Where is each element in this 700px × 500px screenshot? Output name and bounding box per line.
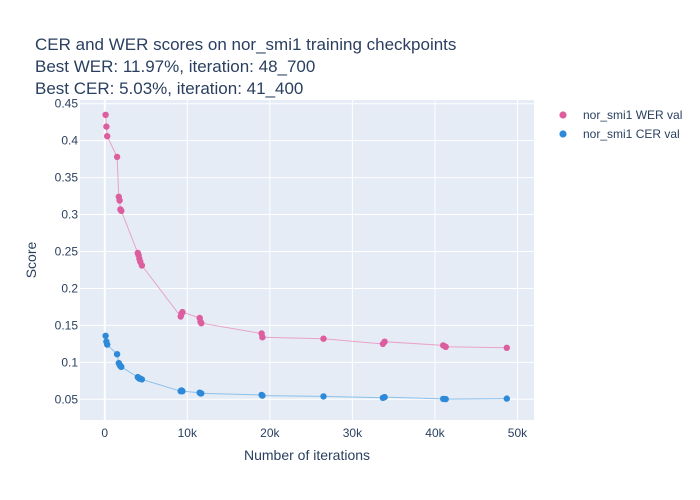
data-point-series-0[interactable] bbox=[104, 133, 111, 140]
legend-label-wer: nor_smi1 WER val bbox=[583, 108, 682, 122]
x-tick-label: 30k bbox=[343, 426, 363, 440]
y-tick-label: 0.3 bbox=[61, 208, 78, 222]
y-tick-label: 0.2 bbox=[61, 281, 78, 295]
x-tick-label: 0 bbox=[101, 426, 108, 440]
data-point-series-1[interactable] bbox=[113, 351, 121, 358]
data-point-series-1[interactable] bbox=[179, 388, 186, 395]
title-line-1: CER and WER scores on nor_smi1 training … bbox=[35, 35, 456, 54]
series-layer bbox=[102, 111, 510, 403]
data-point-series-0[interactable] bbox=[320, 335, 327, 342]
data-point-series-1[interactable] bbox=[259, 392, 266, 399]
data-point-series-1[interactable] bbox=[442, 395, 449, 403]
data-point-series-0[interactable] bbox=[198, 320, 205, 327]
data-point-series-0[interactable] bbox=[102, 111, 109, 119]
data-point-series-0[interactable] bbox=[179, 308, 186, 316]
y-tick-label: 0.45 bbox=[55, 97, 79, 111]
x-tick-label: 20k bbox=[260, 426, 280, 440]
y-tick-label: 0.35 bbox=[55, 171, 79, 185]
y-tick-label: 0.25 bbox=[55, 245, 79, 259]
legend[interactable]: nor_smi1 WER val nor_smi1 CER val bbox=[559, 108, 682, 141]
data-point-series-0[interactable] bbox=[259, 334, 266, 341]
x-axis-title: Number of iterations bbox=[244, 447, 370, 463]
chart-title: CER and WER scores on nor_smi1 training … bbox=[35, 35, 456, 98]
plot-area bbox=[80, 100, 534, 420]
y-tick-label: 0.05 bbox=[55, 392, 79, 406]
data-point-series-1[interactable] bbox=[104, 341, 111, 348]
title-line-3: Best CER: 5.03%, iteration: 41_400 bbox=[35, 79, 303, 98]
data-point-series-1[interactable] bbox=[320, 393, 327, 400]
x-tick-label: 10k bbox=[178, 426, 198, 440]
data-point-series-0[interactable] bbox=[103, 123, 110, 130]
data-point-series-0[interactable] bbox=[118, 207, 125, 215]
y-axis-ticks: 0.05 0.1 0.15 0.2 0.25 0.3 0.35 0.4 0.45 bbox=[55, 97, 79, 407]
y-tick-label: 0.15 bbox=[55, 318, 79, 332]
data-point-series-0[interactable] bbox=[138, 262, 146, 269]
legend-item-cer[interactable]: nor_smi1 CER val bbox=[559, 127, 680, 141]
x-tick-label: 40k bbox=[425, 426, 445, 440]
legend-marker-wer bbox=[559, 111, 567, 119]
x-tick-label: 50k bbox=[508, 426, 528, 440]
data-point-series-0[interactable] bbox=[113, 153, 121, 161]
x-axis-ticks: 0 10k 20k 30k 40k 50k bbox=[101, 426, 528, 440]
data-point-series-1[interactable] bbox=[381, 393, 388, 401]
grid bbox=[80, 100, 534, 420]
data-point-series-1[interactable] bbox=[102, 332, 109, 339]
data-point-series-0[interactable] bbox=[503, 344, 510, 351]
data-point-series-1[interactable] bbox=[138, 376, 146, 383]
data-point-series-1[interactable] bbox=[503, 395, 510, 402]
y-tick-label: 0.1 bbox=[61, 355, 78, 369]
legend-item-wer[interactable]: nor_smi1 WER val bbox=[559, 108, 682, 122]
legend-label-cer: nor_smi1 CER val bbox=[583, 127, 680, 141]
data-point-series-0[interactable] bbox=[442, 343, 449, 350]
y-axis-title: Score bbox=[23, 242, 39, 279]
data-point-series-1[interactable] bbox=[118, 363, 125, 370]
data-point-series-0[interactable] bbox=[381, 338, 388, 345]
title-line-2: Best WER: 11.97%, iteration: 48_700 bbox=[35, 57, 315, 76]
y-tick-label: 0.4 bbox=[61, 134, 78, 148]
data-point-series-0[interactable] bbox=[116, 197, 123, 204]
data-point-series-1[interactable] bbox=[198, 390, 205, 397]
legend-marker-cer bbox=[559, 130, 567, 138]
